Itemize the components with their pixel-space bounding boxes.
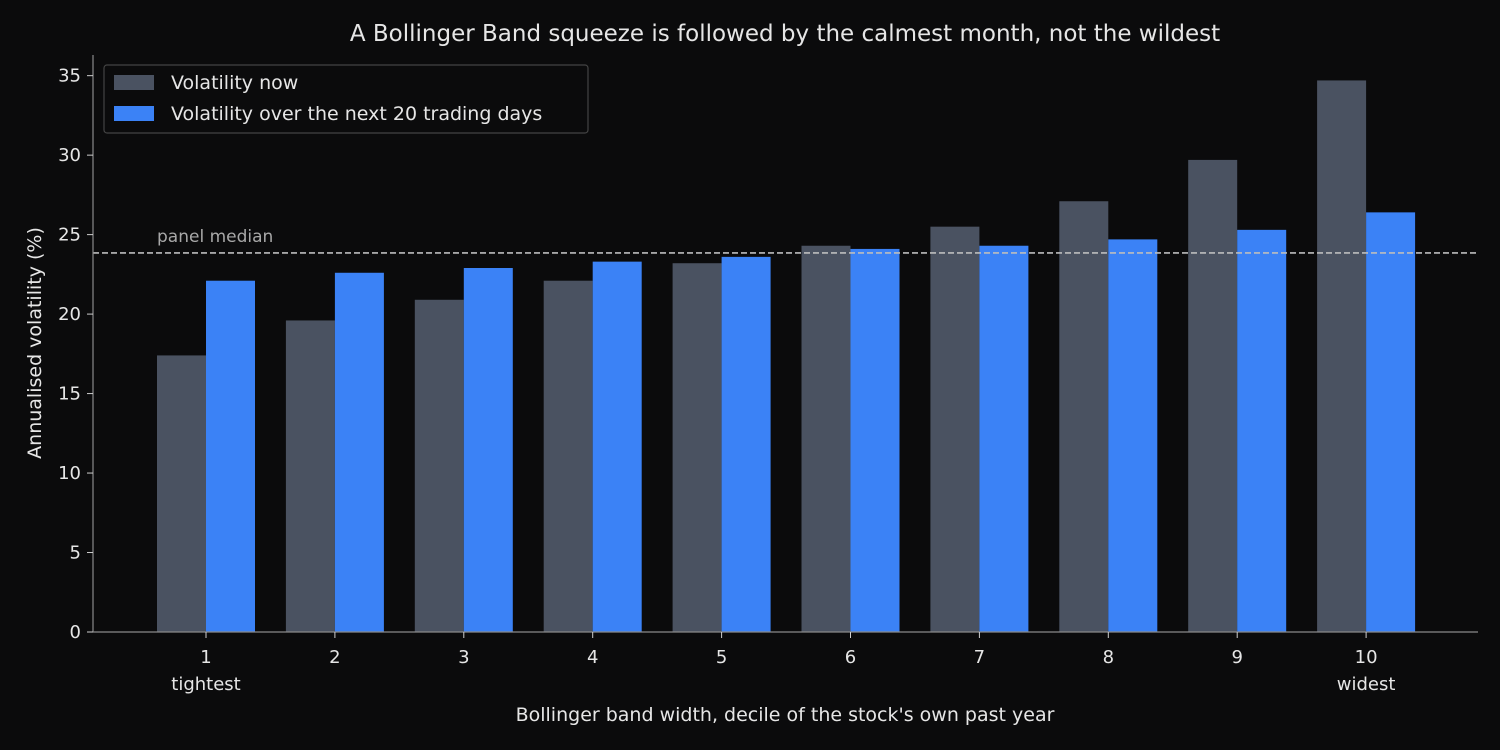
bar-volatility-next-1 (206, 280, 255, 632)
x-tick-label-3: 3 (458, 647, 469, 668)
bar-volatility-next-8 (1108, 239, 1158, 632)
bar-volatility-now-4 (543, 280, 593, 632)
legend-swatch-volatility-next (114, 106, 154, 121)
bar-volatility-next-5 (721, 256, 771, 632)
y-tick-label-35: 35 (58, 66, 81, 87)
legend-label-volatility-next: Volatility over the next 20 trading days (171, 103, 542, 125)
plot-area: panel median 0 5 10 15 20 25 30 35 1 tightest 2 3 4 5 6… (58, 55, 1478, 695)
x-tick-label-6: 6 (845, 647, 856, 668)
bar-volatility-next-7 (979, 245, 1029, 632)
bar-volatility-next-9 (1237, 229, 1287, 632)
x-tick-label-10: 10 (1355, 647, 1378, 668)
bar-volatility-next-2 (334, 272, 384, 632)
bar-volatility-now-7 (930, 226, 980, 632)
y-tick-label-5: 5 (70, 543, 81, 564)
bar-volatility-now-9 (1188, 159, 1238, 632)
x-tick-label-1: 1 (200, 647, 211, 668)
y-axis-title: Annualised volatility (%) (24, 227, 46, 459)
y-tick-label-20: 20 (58, 304, 81, 325)
legend-box (103, 64, 589, 134)
chart-title: A Bollinger Band squeeze is followed by … (350, 21, 1220, 47)
x-tick-label-4: 4 (587, 647, 598, 668)
y-tick-label-25: 25 (58, 225, 81, 246)
y-tick-label-10: 10 (58, 463, 81, 484)
legend-label-volatility-now: Volatility now (171, 72, 298, 94)
x-tick-label-7: 7 (974, 647, 985, 668)
bar-volatility-next-4 (592, 261, 642, 632)
x-axis-title: Bollinger band width, decile of the stoc… (516, 704, 1055, 726)
bar-volatility-now-10 (1317, 80, 1367, 633)
bar-volatility-next-10 (1366, 212, 1416, 632)
legend-swatch-volatility-now (114, 75, 154, 90)
bar-volatility-now-2 (285, 320, 335, 632)
x-tick-sublabel-widest: widest (1337, 674, 1396, 695)
x-tick-label-5: 5 (716, 647, 727, 668)
bar-volatility-now-8 (1059, 201, 1109, 632)
y-tick-label-15: 15 (58, 384, 81, 405)
bar-volatility-next-3 (463, 267, 513, 632)
x-tick-label-9: 9 (1231, 647, 1242, 668)
bar-volatility-next-6 (850, 248, 900, 633)
bar-volatility-now-6 (801, 245, 851, 632)
bar-volatility-now-3 (414, 299, 464, 632)
reference-line-label: panel median (157, 227, 273, 247)
bar-volatility-now-5 (672, 263, 722, 632)
y-tick-label-30: 30 (58, 145, 81, 166)
x-tick-label-8: 8 (1103, 647, 1114, 668)
y-tick-label-0: 0 (70, 622, 81, 643)
x-tick-sublabel-tightest: tightest (171, 674, 240, 695)
x-tick-label-2: 2 (329, 647, 340, 668)
legend: Volatility now Volatility over the next 2… (103, 64, 589, 134)
bar-volatility-now-1 (157, 355, 206, 632)
